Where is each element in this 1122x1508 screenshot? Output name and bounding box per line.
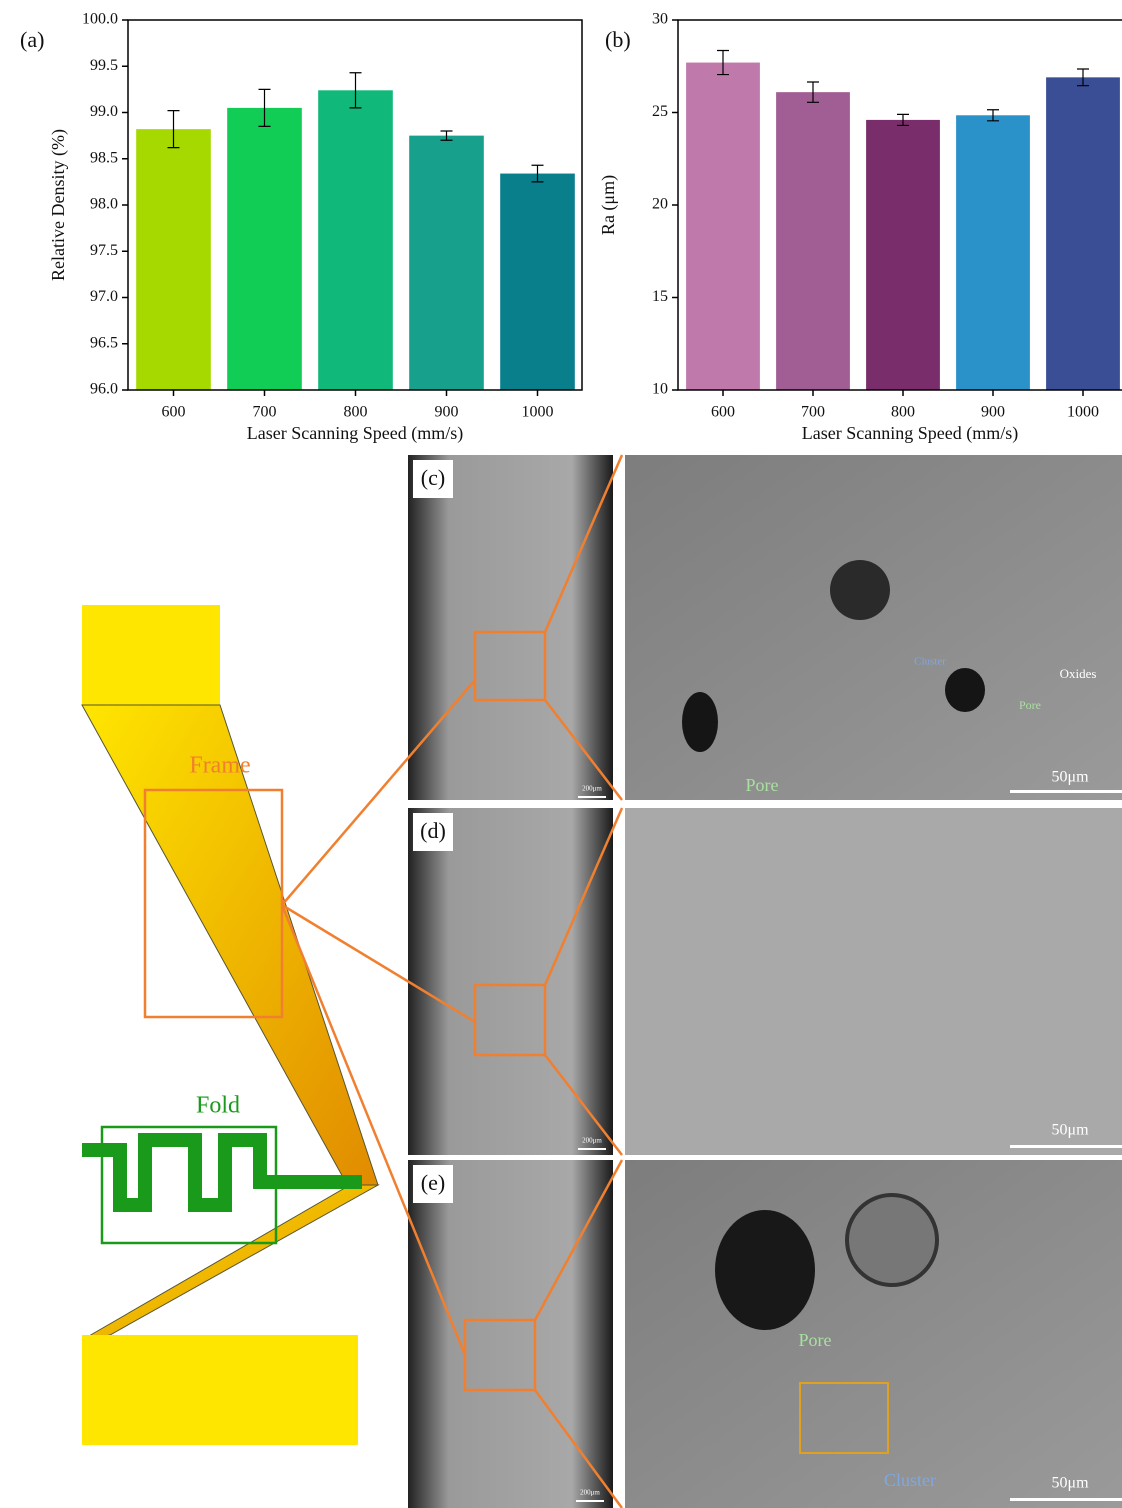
particle bbox=[847, 1195, 937, 1285]
annotation: Cluster bbox=[914, 656, 946, 668]
scale-bar bbox=[576, 1500, 604, 1502]
x-tick-label: 1000 bbox=[1067, 404, 1099, 421]
bar bbox=[866, 120, 940, 390]
bar bbox=[956, 115, 1030, 390]
y-tick-label: 96.0 bbox=[90, 381, 118, 398]
y-tick-label: 96.5 bbox=[90, 334, 118, 351]
x-axis-label: Laser Scanning Speed (mm/s) bbox=[247, 423, 463, 444]
bar bbox=[136, 129, 211, 390]
pore bbox=[945, 668, 985, 712]
annotation: Cluster bbox=[884, 1470, 936, 1490]
scale-bar bbox=[1010, 1145, 1122, 1148]
bottom-block bbox=[82, 1335, 358, 1445]
bar bbox=[776, 92, 850, 390]
scale-bar bbox=[578, 1148, 606, 1150]
frame-label: Frame bbox=[189, 753, 250, 779]
scale-bar bbox=[1010, 1498, 1122, 1501]
bar bbox=[1046, 77, 1120, 390]
scale-bar bbox=[578, 796, 606, 798]
y-tick-label: 30 bbox=[652, 11, 668, 28]
bar bbox=[500, 174, 575, 390]
schematic: Frame Fold bbox=[82, 605, 378, 1445]
fold-shape bbox=[82, 1140, 362, 1205]
y-tick-label: 20 bbox=[652, 196, 668, 213]
scale-label: 200μm bbox=[582, 1137, 602, 1145]
x-tick-label: 700 bbox=[801, 404, 825, 421]
fold-label: Fold bbox=[196, 1093, 240, 1119]
y-axis-label: Relative Density (%) bbox=[48, 129, 69, 281]
x-tick-label: 1000 bbox=[522, 404, 554, 421]
scale-label: 50μm bbox=[1051, 769, 1089, 786]
bar bbox=[318, 90, 393, 390]
bar bbox=[227, 108, 302, 390]
panel-label: (a) bbox=[20, 27, 44, 52]
annotation: Pore bbox=[746, 775, 779, 795]
y-axis-label: Ra (μm) bbox=[598, 175, 619, 235]
x-tick-label: 900 bbox=[981, 404, 1005, 421]
bar bbox=[686, 63, 760, 390]
y-tick-label: 99.0 bbox=[90, 103, 118, 120]
pore bbox=[682, 692, 718, 752]
annotation: Pore bbox=[799, 1330, 832, 1350]
y-tick-label: 25 bbox=[652, 103, 668, 120]
bar bbox=[409, 136, 484, 390]
y-tick-label: 98.5 bbox=[90, 149, 118, 166]
figure: Frame Fold bbox=[0, 0, 1122, 1508]
y-tick-label: 97.0 bbox=[90, 288, 118, 305]
scale-label: 200μm bbox=[582, 785, 602, 793]
scale-label: 200μm bbox=[580, 1489, 600, 1497]
panel-label: (e) bbox=[421, 1170, 445, 1195]
y-tick-label: 98.0 bbox=[90, 196, 118, 213]
panel-label: (c) bbox=[421, 465, 445, 490]
scale-label: 50μm bbox=[1051, 1122, 1089, 1139]
scale-label: 50μm bbox=[1051, 1475, 1089, 1492]
y-tick-label: 97.5 bbox=[90, 242, 118, 259]
annotation: Oxides bbox=[1060, 666, 1097, 681]
x-tick-label: 900 bbox=[435, 404, 459, 421]
y-tick-label: 10 bbox=[652, 381, 668, 398]
cluster bbox=[830, 560, 890, 620]
top-block bbox=[82, 605, 220, 705]
sem-image bbox=[625, 808, 1122, 1155]
x-tick-label: 700 bbox=[253, 404, 277, 421]
annotation: Pore bbox=[1019, 698, 1041, 712]
x-tick-label: 800 bbox=[344, 404, 368, 421]
x-axis-label: Laser Scanning Speed (mm/s) bbox=[802, 423, 1018, 444]
y-tick-label: 15 bbox=[652, 288, 668, 305]
x-tick-label: 800 bbox=[891, 404, 915, 421]
x-tick-label: 600 bbox=[162, 404, 186, 421]
scale-bar bbox=[1010, 790, 1122, 793]
y-tick-label: 99.5 bbox=[90, 57, 118, 74]
panel-label: (b) bbox=[605, 27, 631, 52]
y-tick-label: 100.0 bbox=[82, 11, 118, 28]
panel-label: (d) bbox=[420, 818, 446, 843]
x-tick-label: 600 bbox=[711, 404, 735, 421]
pore bbox=[715, 1210, 815, 1330]
micrographs: (c) (d) (e) 200μm 200μm 200μm 50μm 50μm … bbox=[282, 455, 1122, 1508]
